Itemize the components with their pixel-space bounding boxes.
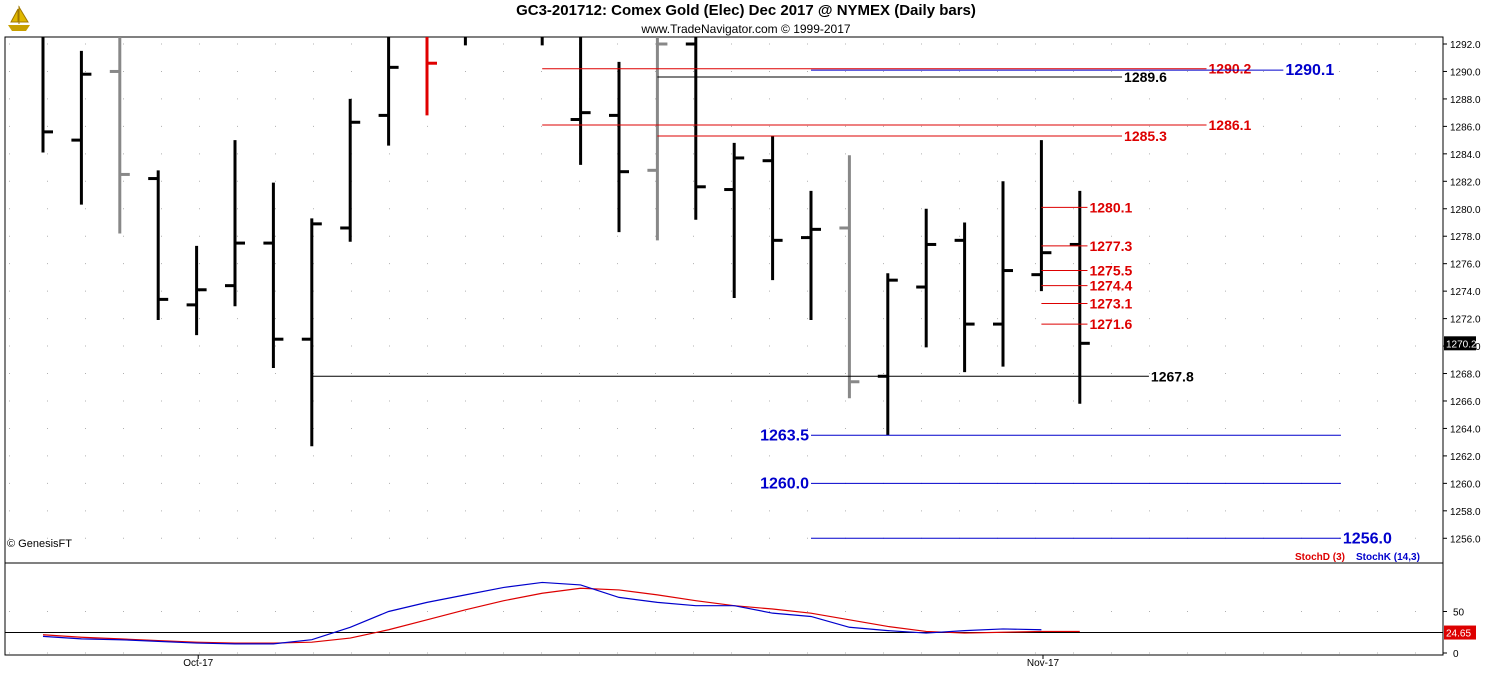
y-tick-label: 1264.0 — [1450, 424, 1481, 435]
level-label: 1289.6 — [1124, 69, 1167, 85]
x-tick-label: Oct-17 — [183, 658, 213, 669]
level-label: 1271.6 — [1089, 316, 1132, 332]
stoch-reference-box — [1444, 625, 1476, 640]
sailing-ship-logo-icon — [4, 3, 34, 33]
stoch-series-line — [42, 581, 1042, 645]
y-tick-label: 1266.0 — [1450, 397, 1481, 408]
y-tick-label: 1290.0 — [1450, 67, 1481, 78]
stoch-y-tick-label: 50 — [1453, 608, 1465, 619]
level-label: 1290.1 — [1285, 62, 1334, 79]
y-tick-label: 1262.0 — [1450, 452, 1481, 463]
level-label: 1273.1 — [1089, 295, 1132, 311]
stoch-legend-k: StochK (14,3) — [1356, 552, 1420, 563]
y-tick-label: 1272.0 — [1450, 315, 1481, 326]
y-tick-label: 1284.0 — [1450, 150, 1481, 161]
stochastic-panel-frame — [4, 562, 1444, 656]
stoch-series-line — [42, 587, 1080, 644]
stoch-reference-label: 24.65 — [1446, 629, 1471, 640]
last-price-box — [1444, 336, 1476, 351]
y-tick-label: 1274.0 — [1450, 287, 1481, 298]
y-tick-label: 1292.0 — [1450, 40, 1481, 51]
y-tick-label: 1276.0 — [1450, 260, 1481, 271]
stoch-legend-d: StochD (3) — [1295, 552, 1345, 563]
price-panel-frame — [4, 36, 1444, 564]
level-label: 1263.5 — [760, 427, 809, 444]
y-tick-label: 1288.0 — [1450, 95, 1481, 106]
level-label: 1267.8 — [1151, 368, 1194, 384]
level-label: 1260.0 — [760, 475, 809, 492]
level-label: 1256.0 — [1343, 530, 1392, 547]
stoch-y-tick-label: 0 — [1453, 649, 1459, 660]
y-tick-label: 1282.0 — [1450, 177, 1481, 188]
y-tick-label: 1280.0 — [1450, 205, 1481, 216]
y-tick-label: 1256.0 — [1450, 534, 1481, 545]
chart-title: GC3-201712: Comex Gold (Elec) Dec 2017 @… — [516, 2, 976, 19]
level-label: 1290.2 — [1209, 61, 1252, 77]
level-label: 1285.3 — [1124, 128, 1167, 144]
level-label: 1280.1 — [1089, 199, 1132, 215]
y-tick-label: 1258.0 — [1450, 507, 1481, 518]
watermark-label: © GenesisFT — [7, 538, 72, 550]
last-price-label: 1270.2 — [1446, 339, 1477, 350]
chart-subtitle: www.TradeNavigator.com © 1999-2017 — [641, 22, 851, 36]
level-label: 1275.5 — [1089, 263, 1132, 279]
y-tick-label: 1278.0 — [1450, 232, 1481, 243]
level-label: 1277.3 — [1089, 238, 1132, 254]
y-tick-label: 1268.0 — [1450, 370, 1481, 381]
x-tick-label: Nov-17 — [1027, 658, 1060, 669]
y-tick-label: 1286.0 — [1450, 122, 1481, 133]
y-tick-label: 1260.0 — [1450, 479, 1481, 490]
level-label: 1274.4 — [1089, 278, 1132, 294]
level-label: 1286.1 — [1209, 117, 1252, 133]
